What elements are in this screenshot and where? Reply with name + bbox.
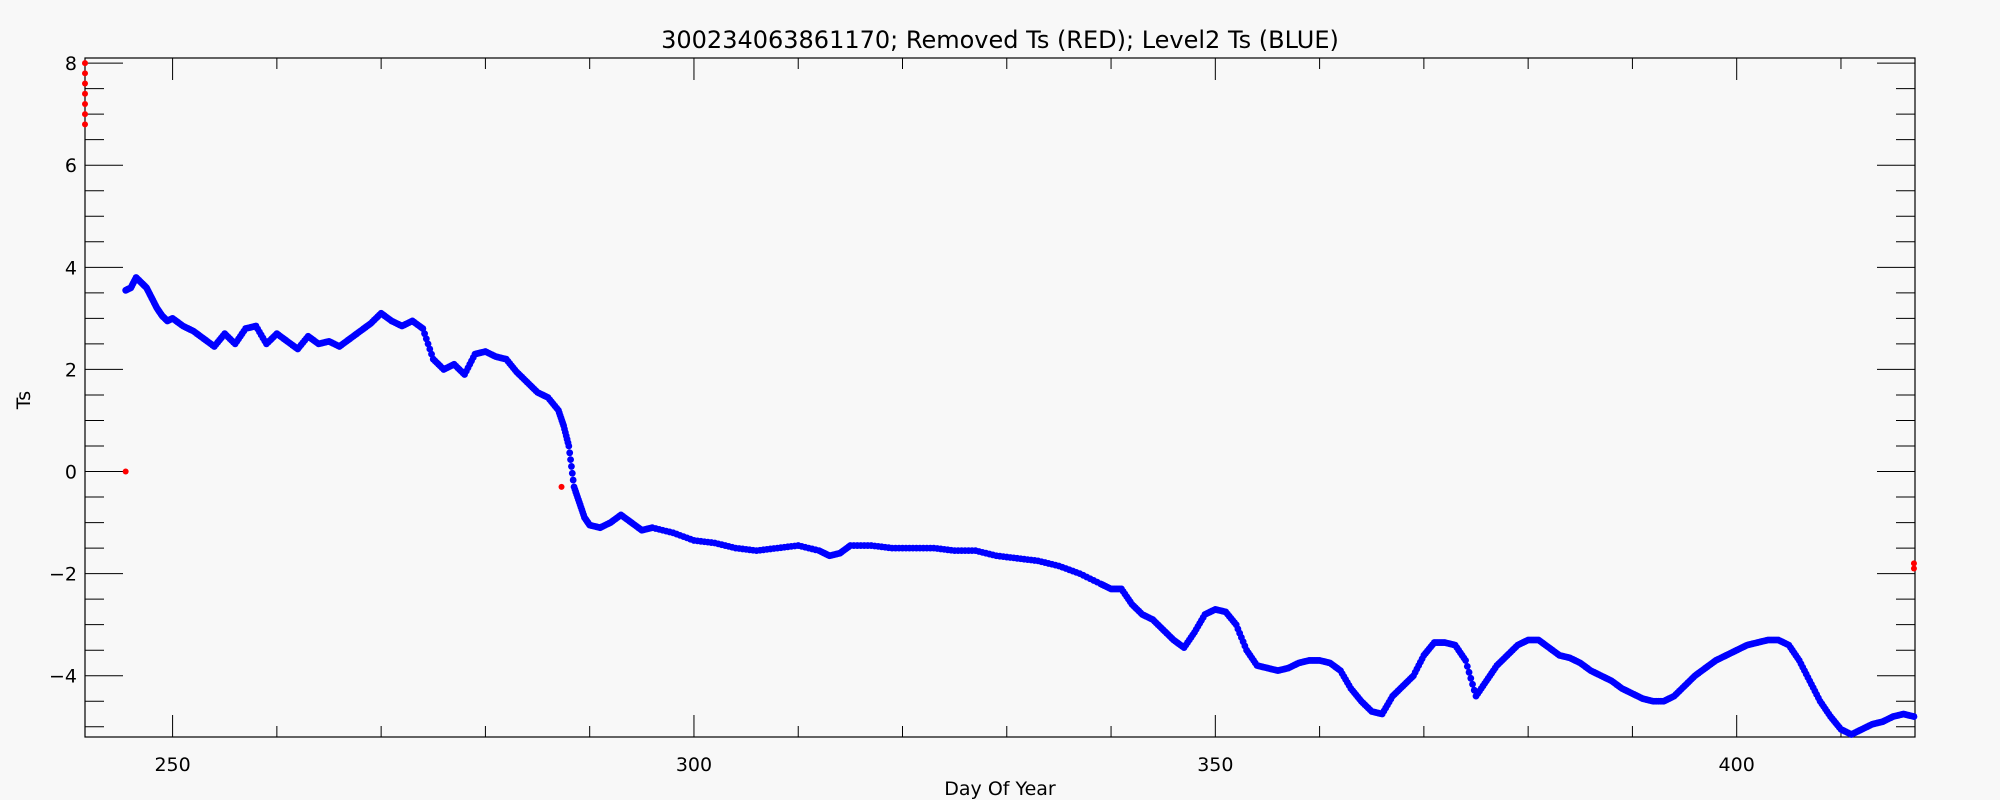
- level2-point: [1469, 680, 1476, 688]
- x-tick-label: 350: [1197, 754, 1233, 776]
- removed-point: [82, 60, 88, 67]
- removed-point: [82, 90, 88, 97]
- level2-point: [1465, 668, 1473, 676]
- level2-point: [565, 442, 573, 450]
- level2-point: [567, 456, 574, 464]
- level2-point: [569, 476, 577, 484]
- level2-series: [122, 274, 1918, 738]
- y-tick-label: −2: [49, 564, 77, 586]
- level2-point: [1910, 713, 1918, 720]
- level2-point: [566, 449, 574, 457]
- x-tick-label: 300: [676, 754, 712, 776]
- level2-point: [424, 340, 432, 348]
- chart-title: 300234063861170; Removed Ts (RED); Level…: [661, 26, 1339, 54]
- x-tick-label: 250: [154, 754, 190, 776]
- level2-point: [428, 350, 435, 358]
- y-tick-label: 2: [65, 359, 77, 381]
- level2-point: [1462, 657, 1469, 664]
- removed-point: [82, 80, 88, 87]
- level2-point: [568, 463, 575, 470]
- removed-point: [1910, 565, 1917, 572]
- removed-point: [1910, 560, 1917, 567]
- removed-point: [82, 100, 88, 107]
- level2-point: [1467, 674, 1475, 682]
- removed-point: [558, 483, 565, 490]
- removed-point: [82, 121, 88, 128]
- y-tick-label: 4: [65, 257, 77, 279]
- y-axis-label: Ts: [13, 391, 35, 410]
- level2-point: [421, 330, 428, 338]
- removed-point: [122, 468, 129, 475]
- removed-series: [82, 60, 1917, 572]
- x-axis-label: Day Of Year: [944, 778, 1056, 800]
- removed-point: [82, 70, 88, 77]
- level2-point: [419, 325, 427, 332]
- y-tick-label: −4: [49, 666, 77, 688]
- plot-frame: [84, 57, 1916, 738]
- level2-point: [1463, 662, 1471, 670]
- x-tick-label: 400: [1719, 754, 1755, 776]
- y-tick-label: 6: [65, 155, 77, 177]
- level2-point: [568, 469, 576, 477]
- axes: 250 300 350 400 −4 −2 0 2 4 6 8: [49, 53, 1916, 776]
- y-tick-label: 8: [65, 53, 77, 75]
- data-points: [82, 60, 1918, 738]
- level2-point: [426, 345, 434, 353]
- removed-point: [82, 111, 88, 118]
- level2-point: [422, 335, 430, 343]
- y-tick-label: 0: [65, 462, 77, 484]
